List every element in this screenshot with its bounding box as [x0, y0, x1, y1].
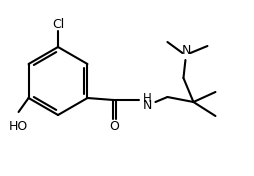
Text: HO: HO [9, 120, 28, 133]
Text: H: H [143, 93, 152, 105]
Text: O: O [109, 120, 119, 133]
Text: Cl: Cl [52, 17, 64, 30]
Text: N: N [182, 44, 191, 57]
Text: N: N [143, 99, 152, 112]
